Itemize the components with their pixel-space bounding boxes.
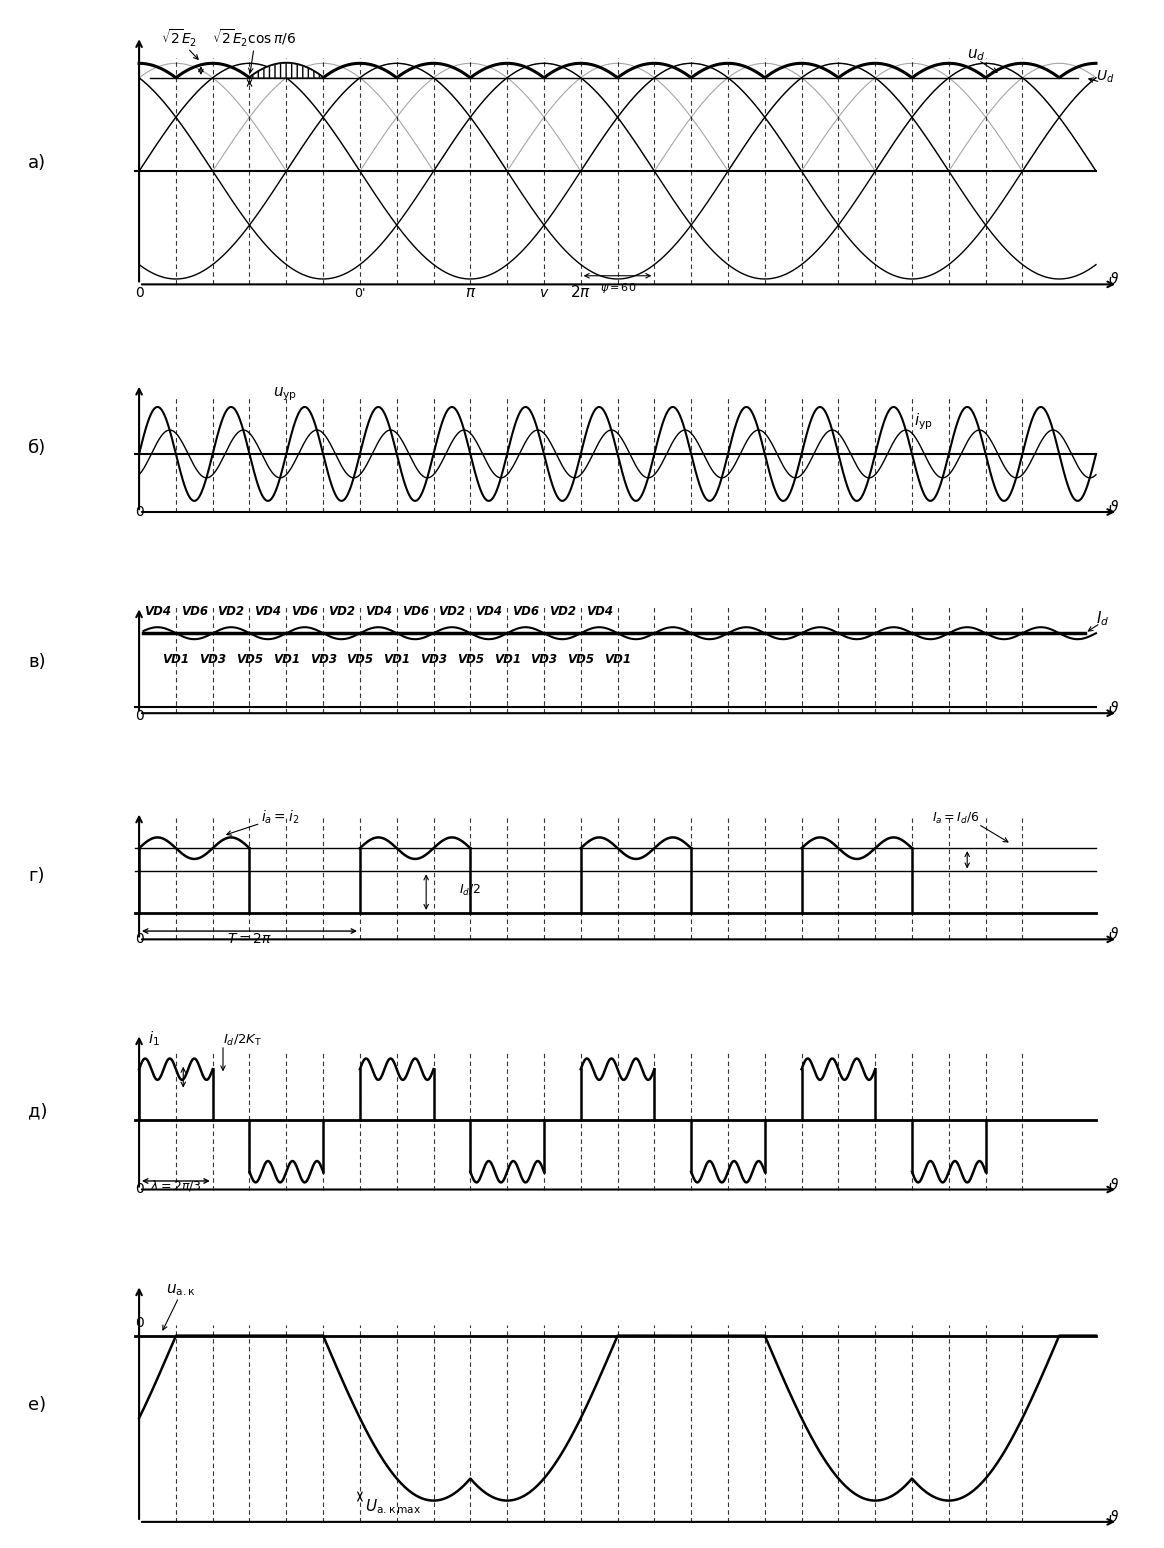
Text: 0: 0: [135, 1316, 143, 1330]
Text: $\psi=60$: $\psi=60$: [601, 280, 637, 294]
Text: $U_{\rm а.к\,max}$: $U_{\rm а.к\,max}$: [365, 1497, 421, 1515]
Text: VD4: VD4: [475, 605, 502, 618]
Text: VD3: VD3: [420, 653, 447, 666]
Text: $\vartheta$: $\vartheta$: [1108, 271, 1119, 288]
Text: VD5: VD5: [567, 653, 595, 666]
Text: VD6: VD6: [402, 605, 428, 618]
Text: VD1: VD1: [494, 653, 520, 666]
Text: $\vartheta$: $\vartheta$: [1108, 1509, 1119, 1525]
Text: VD5: VD5: [456, 653, 484, 666]
Text: $\sqrt{2}E_2$: $\sqrt{2}E_2$: [161, 28, 197, 50]
Text: 0: 0: [135, 932, 143, 946]
Text: VD1: VD1: [604, 653, 631, 666]
Text: $I_d/2K_{\rm T}$: $I_d/2K_{\rm T}$: [223, 1033, 262, 1048]
Text: VD1: VD1: [163, 653, 190, 666]
Text: VD2: VD2: [549, 605, 576, 618]
Text: 0': 0': [354, 288, 365, 300]
Text: $I_d/2$: $I_d/2$: [460, 884, 481, 898]
Text: $T = 2\pi$: $T = 2\pi$: [227, 932, 272, 946]
Text: $\vartheta$: $\vartheta$: [1108, 1176, 1119, 1192]
Text: VD4: VD4: [144, 605, 171, 618]
Text: 0: 0: [135, 709, 143, 723]
Text: VD3: VD3: [310, 653, 336, 666]
Text: 0: 0: [135, 286, 143, 300]
Text: VD6: VD6: [512, 605, 539, 618]
Text: $\pi$: $\pi$: [464, 285, 476, 300]
Text: $i_{\rm уp}$: $i_{\rm уp}$: [914, 410, 932, 432]
Text: VD3: VD3: [199, 653, 226, 666]
Text: $\vartheta$: $\vartheta$: [1108, 926, 1119, 943]
Text: $\vartheta$: $\vartheta$: [1108, 700, 1119, 717]
Text: VD1: VD1: [383, 653, 410, 666]
Text: е): е): [28, 1396, 47, 1413]
Text: $I_a = I_d/6$: $I_a = I_d/6$: [932, 811, 980, 825]
Text: 0: 0: [135, 505, 143, 519]
Text: а): а): [28, 155, 47, 172]
Text: VD2: VD2: [439, 605, 466, 618]
Text: VD6: VD6: [291, 605, 318, 618]
Text: $v$: $v$: [539, 286, 549, 300]
Text: $\vartheta$: $\vartheta$: [1108, 498, 1119, 515]
Text: 0: 0: [135, 1183, 143, 1197]
Text: $2\pi$: $2\pi$: [570, 285, 591, 300]
Text: в): в): [28, 653, 45, 670]
Text: VD5: VD5: [236, 653, 263, 666]
Text: $u_{\rm а.к}$: $u_{\rm а.к}$: [165, 1282, 196, 1297]
Text: $I_d$: $I_d$: [1096, 610, 1109, 628]
Text: $i_a = i_2$: $i_a = i_2$: [261, 808, 299, 827]
Text: VD4: VD4: [364, 605, 392, 618]
Text: г): г): [28, 867, 44, 884]
Text: VD1: VD1: [272, 653, 300, 666]
Text: д): д): [28, 1102, 48, 1121]
Text: VD3: VD3: [531, 653, 558, 666]
Text: VD6: VD6: [180, 605, 208, 618]
Text: $U_d$: $U_d$: [1096, 70, 1114, 85]
Text: VD2: VD2: [328, 605, 355, 618]
Text: $\lambda=2\pi/3$: $\lambda=2\pi/3$: [150, 1178, 201, 1194]
Text: $\sqrt{2}E_2\cos\pi/6$: $\sqrt{2}E_2\cos\pi/6$: [212, 28, 296, 50]
Text: VD4: VD4: [585, 605, 612, 618]
Text: б): б): [28, 438, 47, 457]
Text: VD5: VD5: [347, 653, 374, 666]
Text: VD4: VD4: [255, 605, 282, 618]
Text: VD2: VD2: [218, 605, 244, 618]
Text: $u_{\rm уp}$: $u_{\rm уp}$: [272, 385, 297, 402]
Text: $i_1$: $i_1$: [148, 1029, 159, 1048]
Text: $u_d$: $u_d$: [967, 46, 986, 62]
